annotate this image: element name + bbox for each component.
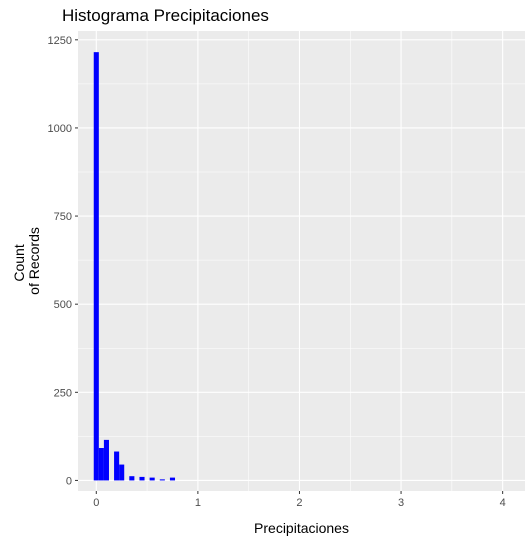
histogram-bar bbox=[119, 464, 125, 481]
grid-lines bbox=[78, 31, 525, 491]
y-axis: 0 250 500 750 1000 1250 bbox=[48, 35, 78, 487]
x-axis: 0 1 2 3 4 bbox=[93, 491, 506, 509]
histogram-bars bbox=[93, 52, 176, 481]
x-axis-title: Precipitaciones bbox=[254, 520, 349, 536]
y-tick-label: 1250 bbox=[48, 35, 72, 47]
histogram-bar bbox=[169, 477, 176, 481]
histogram-bar bbox=[114, 451, 120, 481]
chart-title: Histograma Precipitaciones bbox=[62, 6, 269, 25]
y-tick-label: 500 bbox=[54, 299, 72, 311]
x-tick-label: 4 bbox=[500, 497, 506, 509]
y-axis-title-line-1: Count bbox=[11, 244, 27, 281]
histogram-bar bbox=[149, 477, 155, 481]
histogram-bar bbox=[129, 476, 135, 481]
y-axis-title-line-2: of Records bbox=[26, 227, 42, 295]
y-tick-label: 0 bbox=[66, 475, 72, 487]
y-tick-label: 1000 bbox=[48, 123, 72, 135]
plot-panel bbox=[78, 31, 525, 491]
y-axis-title: Count of Records bbox=[11, 227, 42, 295]
histogram-bar bbox=[98, 447, 104, 481]
x-tick-label: 1 bbox=[195, 497, 201, 509]
histogram-bar bbox=[93, 52, 99, 481]
x-tick-label: 2 bbox=[296, 497, 302, 509]
x-tick-label: 3 bbox=[398, 497, 404, 509]
x-tick-label: 0 bbox=[93, 497, 99, 509]
histogram-bar bbox=[103, 439, 109, 481]
y-tick-label: 250 bbox=[54, 387, 72, 399]
histogram-bar bbox=[139, 476, 145, 481]
histogram-bar bbox=[159, 479, 165, 481]
y-tick-label: 750 bbox=[54, 211, 72, 223]
